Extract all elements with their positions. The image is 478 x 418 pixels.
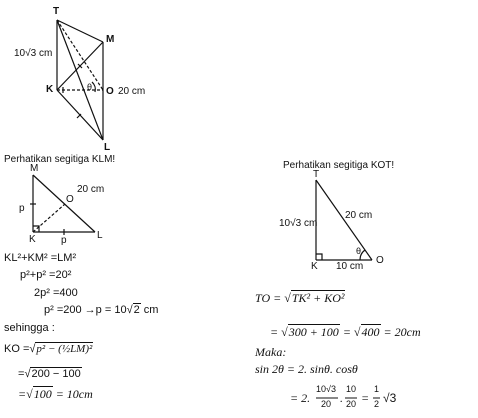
frac2-den: 20: [346, 399, 356, 409]
kot-point-t: T: [313, 169, 319, 180]
sqrt3: √3: [383, 391, 396, 405]
eq-p-squares: p²+p² =20²: [20, 269, 71, 281]
kot-side-ko: 10 cm: [336, 261, 363, 272]
kot-side-tk: 10√3 cm: [279, 218, 317, 229]
point-m: M: [106, 34, 114, 45]
klm-hyp: 20 cm: [77, 184, 104, 195]
theta-label-1: θ: [87, 82, 92, 92]
caption-kot: Perhatikan segitiga KOT!: [283, 160, 394, 171]
length-tk: 10√3 cm: [14, 48, 52, 59]
klm-point-k: K: [29, 234, 36, 245]
length-ml: 20 cm: [118, 86, 145, 97]
eq-ko: KO =√p² − (½LM)²: [4, 343, 93, 355]
eq-final-prefix: = 2.: [290, 391, 310, 406]
klm-side-kl: p: [61, 235, 67, 246]
dot-sep: .: [340, 391, 343, 406]
frac3-num: 1: [374, 384, 379, 394]
klm-point-l: L: [97, 230, 103, 241]
eq-ko-step3: =√100 = 10cm: [18, 387, 93, 402]
kot-point-o: O: [376, 255, 384, 266]
kot-point-k: K: [311, 261, 318, 272]
klm-point-o: O: [66, 194, 74, 205]
point-t: T: [53, 6, 59, 17]
text-maka: Maka:: [255, 345, 286, 360]
kot-side-to: 20 cm: [345, 210, 372, 221]
theta-label-2: θ: [356, 246, 361, 256]
frac2-num: 10: [346, 384, 356, 394]
eq-2p-squared: 2p² =400: [34, 287, 78, 299]
point-k: K: [46, 84, 53, 95]
point-o: O: [106, 86, 114, 97]
text-sehingga: sehingga :: [4, 322, 55, 334]
eq-sign: =: [361, 391, 369, 406]
eq-sin-double: sin 2θ = 2. sinθ. cosθ: [255, 362, 358, 377]
eq-ko-step2: =√200 − 100: [18, 368, 82, 380]
figure-1-lines: [57, 20, 103, 140]
frac3-den: 2: [374, 399, 379, 409]
eq-to: TO = √TK² + KO²: [255, 291, 345, 306]
point-l: L: [104, 142, 110, 153]
eq-p-value: p² =200 →p = 10√2 cm: [44, 304, 158, 316]
segment-ko: [33, 204, 65, 232]
klm-side-km: p: [19, 203, 25, 214]
eq-pythagoras: KL²+KM² =LM²: [4, 252, 76, 264]
klm-point-m: M: [30, 163, 38, 174]
right-angle-kot: [316, 254, 322, 260]
eq-to-step2: = √300 + 100 = √400 = 20cm: [270, 325, 421, 340]
caption-klm: Perhatikan segitiga KLM!: [4, 154, 115, 165]
frac1-den: 20: [321, 399, 331, 409]
frac1-num: 10√3: [316, 384, 336, 394]
